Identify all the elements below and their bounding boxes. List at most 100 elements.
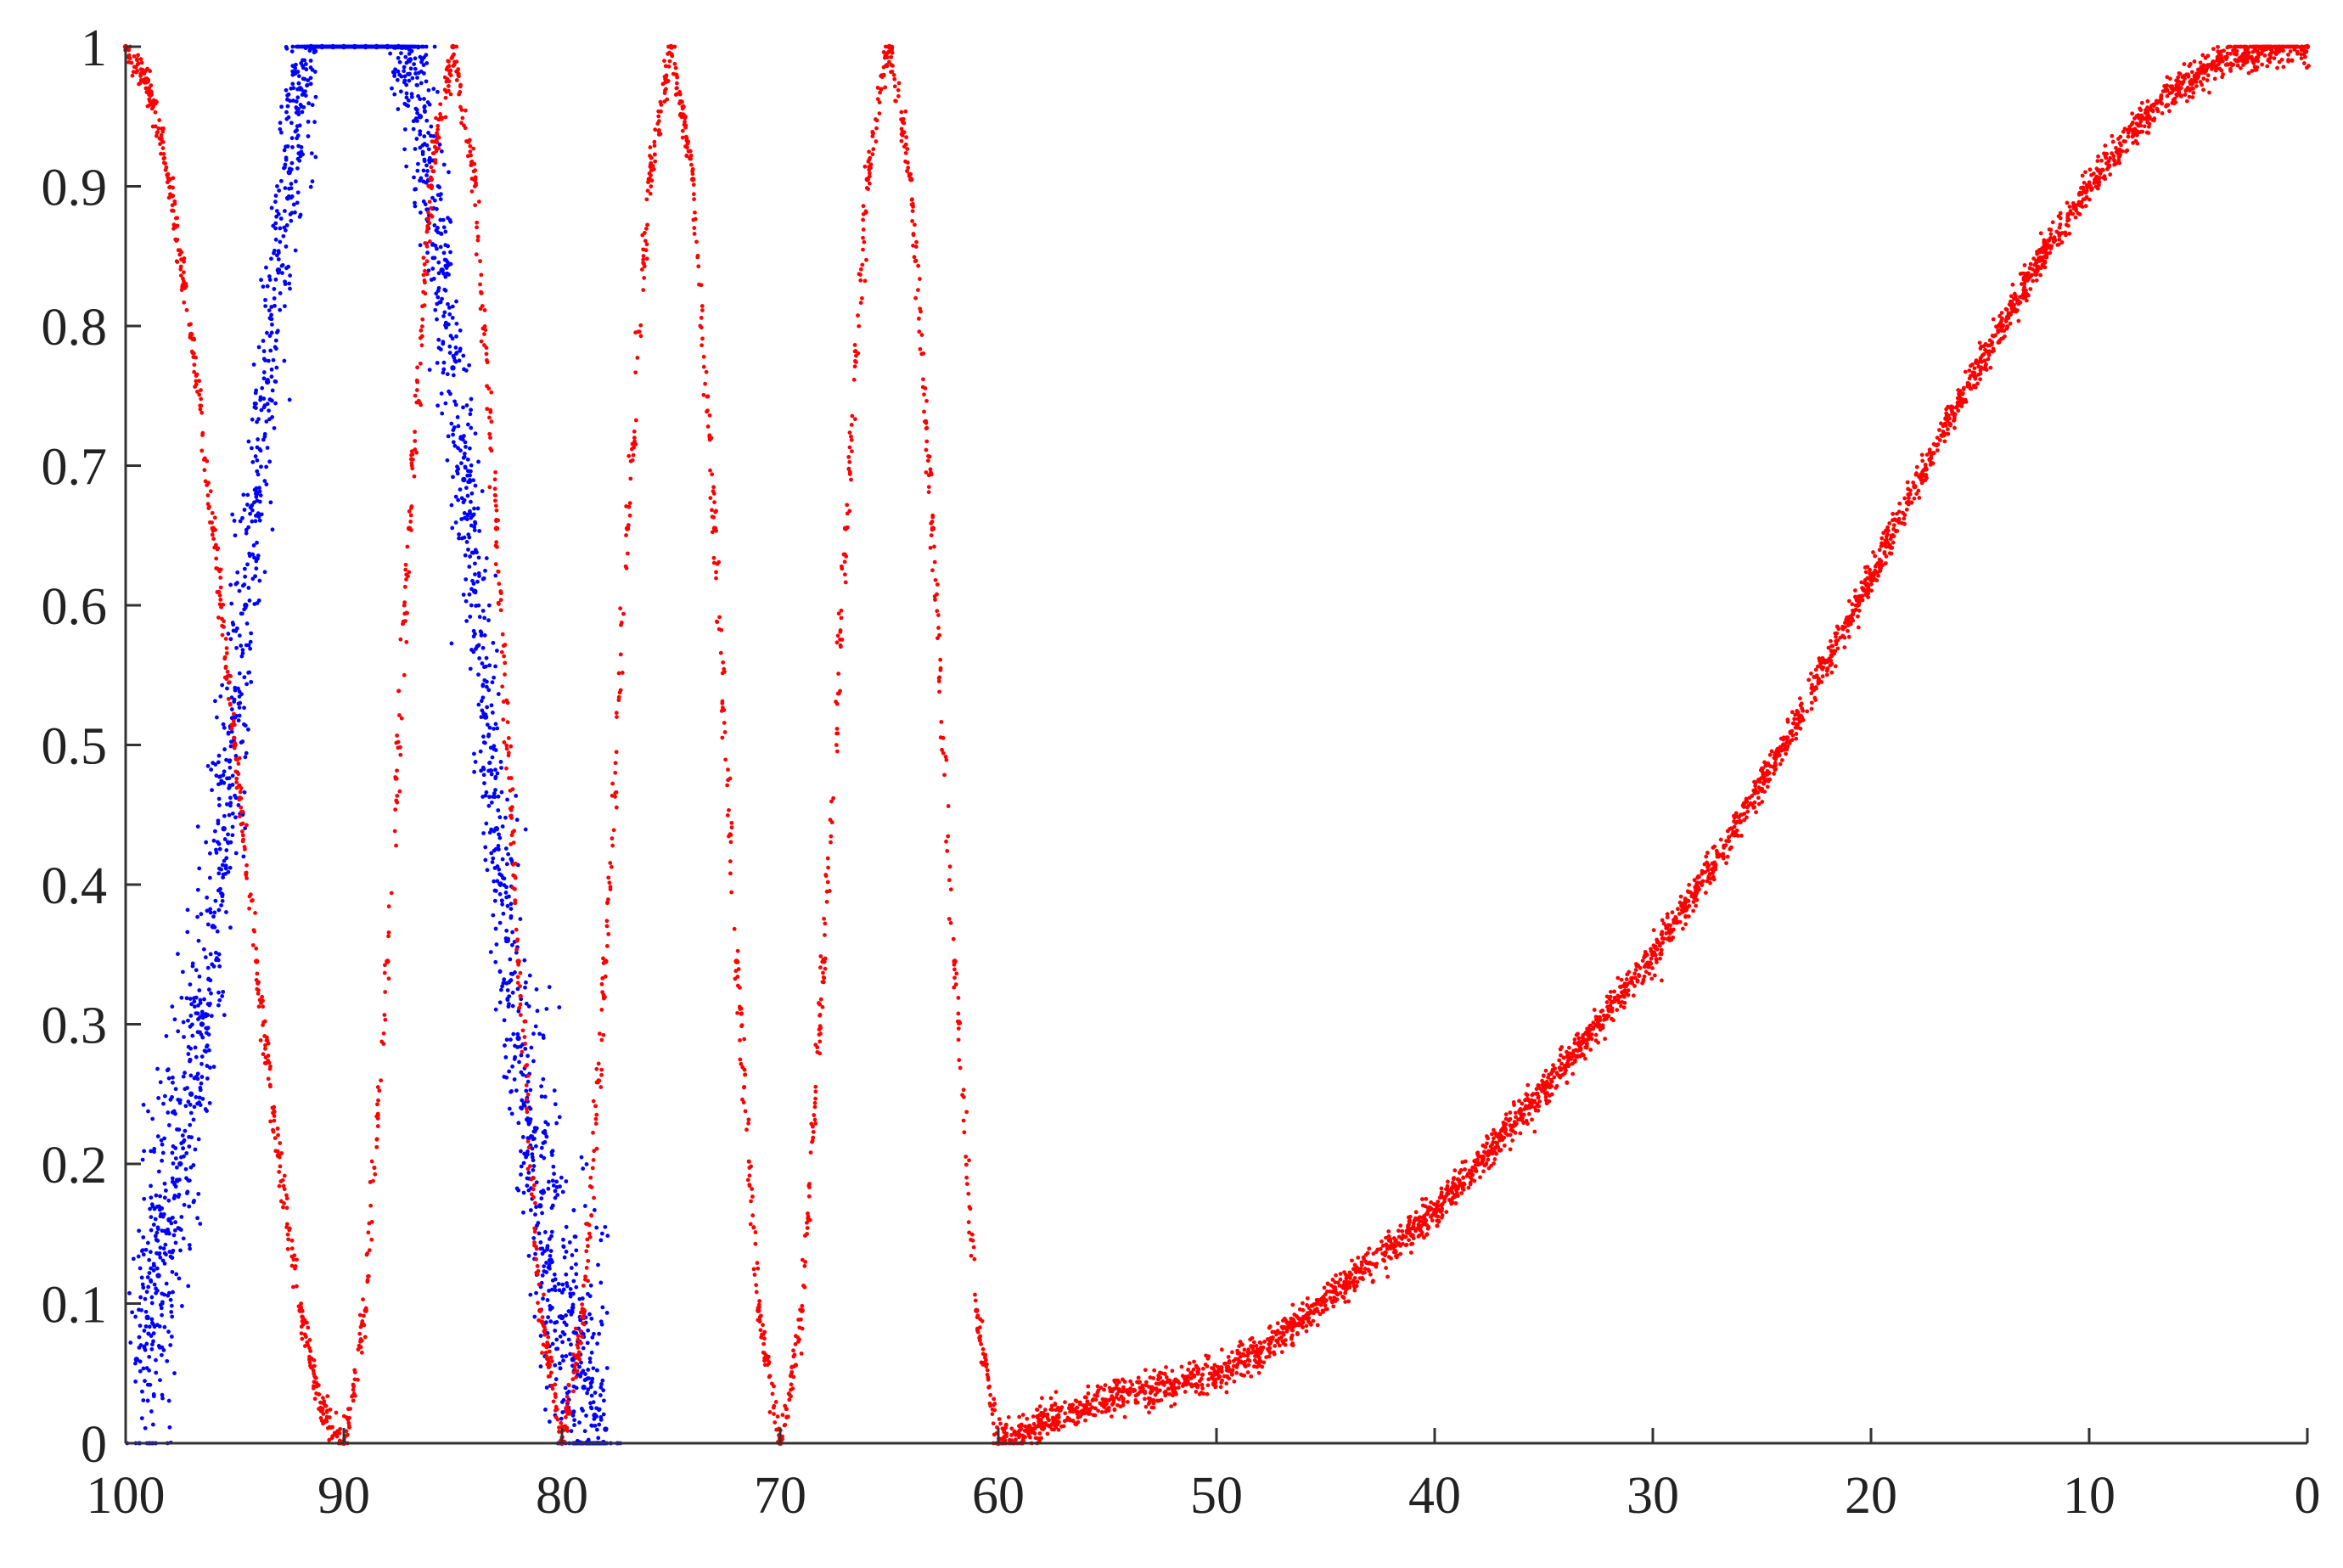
scatter-point [418,243,423,248]
scatter-point [486,688,492,693]
scatter-point [554,1346,559,1352]
scatter-point [2290,59,2295,63]
scatter-point [749,1164,753,1169]
scatter-point [161,1246,166,1251]
scatter-point [257,578,262,583]
scatter-point [503,1043,507,1048]
scatter-point [268,348,273,353]
scatter-point [136,1254,141,1259]
scatter-point [339,44,344,49]
scatter-point [620,671,625,675]
scatter-point [435,246,439,251]
scatter-point [519,1164,524,1169]
scatter-point [191,1117,196,1122]
scatter-point [728,840,733,845]
scatter-point [482,307,487,312]
scatter-point [515,1031,520,1037]
scatter-point [295,124,300,129]
scatter-point [1485,1141,1489,1146]
scatter-point [539,1154,543,1159]
scatter-point [592,1207,597,1212]
scatter-point [593,1391,598,1395]
scatter-point [473,175,478,180]
scatter-point [427,160,432,165]
scatter-point [149,1409,154,1413]
scatter-point [518,917,523,921]
scatter-point [1842,645,1847,650]
scatter-point [530,1152,535,1157]
scatter-point [278,239,283,244]
scatter-point [1760,766,1764,771]
scatter-point [241,854,246,859]
scatter-point [701,364,706,369]
scatter-point [299,104,304,109]
scatter-point [445,372,450,377]
scatter-point [928,467,933,472]
scatter-point [903,150,908,155]
scatter-point [204,840,209,845]
scatter-point [270,527,275,532]
scatter-point [475,506,480,511]
series-1 [122,43,2311,1447]
scatter-point [1633,968,1638,972]
scatter-point [829,840,833,845]
scatter-point [411,457,415,462]
scatter-point [987,1384,992,1389]
scatter-point [482,665,486,670]
scatter-point [205,1076,210,1081]
scatter-point [500,824,505,829]
scatter-point [432,144,437,149]
scatter-point [253,454,258,458]
scatter-point [1683,922,1688,927]
scatter-point [441,370,446,375]
scatter-point [515,986,520,992]
scatter-point [596,1061,601,1066]
scatter-point [426,87,431,93]
scatter-point [580,1307,585,1312]
scatter-point [222,813,227,818]
data-point [537,1307,543,1313]
scatter-point [609,864,614,869]
scatter-point [493,573,498,578]
scatter-point [205,763,211,768]
scatter-point [518,1002,523,1007]
scatter-point [225,686,229,691]
scatter-point [216,841,222,846]
scatter-point [484,821,489,826]
scatter-point [1756,801,1761,806]
scatter-point [858,278,863,283]
scatter-point [627,513,632,518]
scatter-point [562,1332,567,1337]
scatter-point [279,263,284,268]
scatter-point [396,107,401,111]
scatter-point [177,1276,182,1281]
scatter-point [184,1151,189,1155]
scatter-point [233,582,239,587]
scatter-point [487,761,492,765]
scatter-point [505,797,509,802]
scatter-point [258,493,263,497]
scatter-point [238,519,243,524]
scatter-point [541,1141,546,1145]
scatter-point [608,887,613,891]
scatter-point [261,349,267,354]
scatter-point [290,81,295,87]
scatter-point [746,1117,751,1122]
scatter-point [224,757,228,762]
scatter-point [656,119,661,124]
scatter-point [166,1398,171,1403]
scatter-point [274,209,279,213]
scatter-point [216,866,222,871]
scatter-point [194,995,199,1000]
scatter-point [1125,1399,1130,1404]
scatter-point [1231,1358,1236,1363]
scatter-point [432,44,437,49]
scatter-point [223,866,228,871]
scatter-point [180,1133,185,1138]
scatter-point [502,654,507,659]
scatter-point [264,265,268,270]
scatter-point [265,284,270,289]
scatter-point [359,1350,364,1355]
scatter-point [139,1416,144,1421]
scatter-point [563,1385,568,1391]
